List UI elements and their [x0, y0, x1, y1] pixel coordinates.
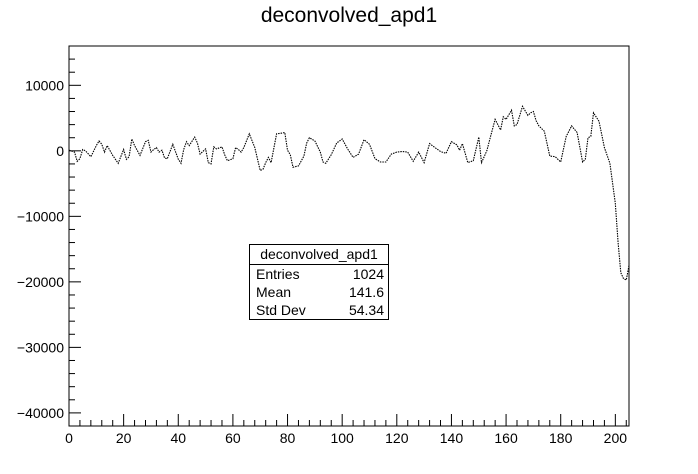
plot-frame: [68, 45, 630, 427]
x-tick-label: 160: [494, 430, 518, 446]
y-tick-label: −10000: [17, 208, 64, 224]
x-tick-label: 180: [549, 430, 573, 446]
y-tick-label: −40000: [17, 405, 64, 421]
chart-title: deconvolved_apd1: [260, 4, 438, 27]
y-tick-label: 0: [56, 143, 64, 159]
x-axis: 0 20 40 60 80 100 120 140 160 180 200: [65, 414, 627, 446]
stats-box: deconvolved_apd1 Entries 1024 Mean 141.6…: [249, 244, 389, 320]
x-tick-label: 200: [604, 430, 628, 446]
x-tick-label: 20: [116, 430, 132, 446]
stats-row-entries: Entries 1024: [250, 265, 388, 283]
y-tick-label: 10000: [25, 77, 64, 93]
plot-border: [68, 45, 630, 427]
y-tick-label: −30000: [17, 339, 64, 355]
x-tick-label: 100: [330, 430, 354, 446]
data-line: [68, 104, 630, 281]
stats-value: 54.34: [348, 302, 384, 318]
x-tick-label: 80: [280, 430, 296, 446]
stats-value: 141.6: [348, 284, 384, 300]
stats-label: Mean: [256, 284, 292, 300]
stats-label: Std Dev: [256, 302, 306, 318]
x-tick-label: 0: [65, 430, 73, 446]
y-tick-label: −20000: [17, 274, 64, 290]
x-tick-label: 140: [440, 430, 464, 446]
stats-label: Entries: [256, 266, 300, 282]
stats-row-stddev: Std Dev 54.34: [250, 301, 388, 319]
stats-value: 1024: [352, 266, 384, 282]
y-axis: −40000 −30000 −20000 −10000 0 10000: [17, 45, 81, 427]
x-tick-label: 60: [225, 430, 241, 446]
stats-box-title: deconvolved_apd1: [250, 245, 388, 265]
x-tick-label: 120: [385, 430, 409, 446]
x-tick-label: 40: [170, 430, 186, 446]
stats-row-mean: Mean 141.6: [250, 283, 388, 301]
data-series: [68, 104, 630, 281]
